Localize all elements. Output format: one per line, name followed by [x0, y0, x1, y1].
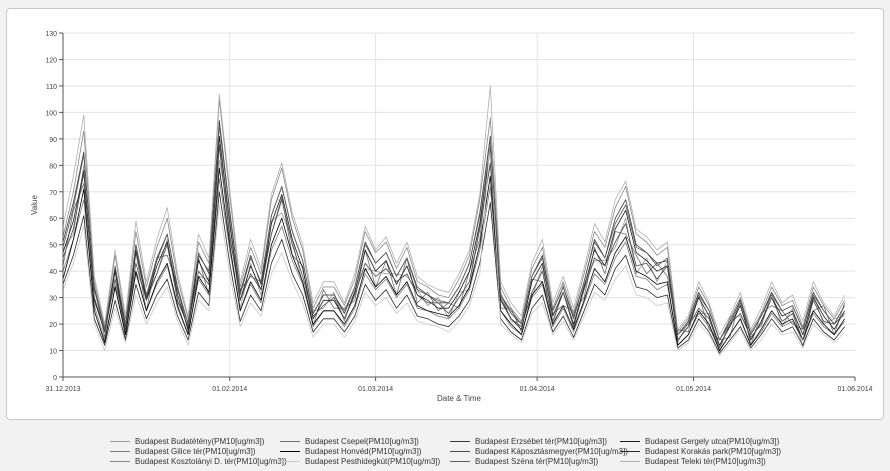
series-line-9	[62, 98, 845, 341]
legend-label: Budapest Kosztolányi D. tér(PM10[ug/m3])	[135, 457, 287, 466]
x-tick-label: 31.12.2013	[45, 386, 80, 393]
legend-swatch	[280, 461, 300, 462]
legend-label: Budapest Pesthidegkút(PM10[ug/m3])	[305, 457, 441, 466]
series-line-12	[62, 85, 845, 336]
y-tick-label: 60	[49, 216, 57, 223]
x-tick-label: 01.03.2014	[358, 386, 393, 393]
y-tick-label: 70	[49, 190, 57, 197]
legend-swatch	[450, 451, 470, 452]
y-tick-label: 120	[45, 57, 57, 64]
legend-label: Budapest Káposztásmegyer(PM10[ug/m3])	[475, 447, 628, 456]
y-tick-label: 10	[49, 349, 57, 356]
legend-item[interactable]: Budapest Kosztolányi D. tér(PM10[ug/m3])	[110, 457, 287, 466]
legend-label: Budapest Budatétény(PM10[ug/m3])	[135, 437, 265, 446]
y-tick-label: 130	[45, 31, 57, 38]
legend-item[interactable]: Budapest Pesthidegkút(PM10[ug/m3])	[280, 457, 440, 466]
legend-label: Budapest Korakás park(PM10[ug/m3])	[645, 447, 782, 456]
legend-swatch	[110, 441, 130, 442]
x-tick-label: 01.04.2014	[520, 386, 555, 393]
series-lines	[62, 85, 845, 357]
y-axis-label: Value	[30, 195, 39, 215]
y-tick-label: 0	[53, 375, 57, 382]
y-tick-label: 100	[45, 110, 57, 117]
legend-label: Budapest Széna tér(PM10[ug/m3])	[475, 457, 599, 466]
legend-item[interactable]: Budapest Káposztásmegyer(PM10[ug/m3])	[450, 447, 628, 456]
legend-swatch	[450, 461, 470, 462]
x-tick-label: 01.02.2014	[212, 386, 247, 393]
legend-item[interactable]: Budapest Erzsébet tér(PM10[ug/m3])	[450, 437, 607, 446]
line-chart: 0 10 20 30 40 50 60 70 80 90 100 110 120 130 31.12.20…	[30, 31, 873, 403]
series-line-8	[62, 191, 845, 354]
y-tick-label: 40	[49, 269, 57, 276]
y-tick-label: 90	[49, 137, 57, 144]
series-line-10	[62, 138, 845, 357]
x-axis-label: Date & Time	[437, 394, 482, 403]
x-tick-label: 01.06.2014	[837, 386, 872, 393]
legend-swatch	[620, 451, 640, 452]
legend-label: Budapest Honvéd(PM10[ug/m3])	[305, 447, 422, 456]
legend-swatch	[450, 441, 470, 442]
legend-swatch	[620, 441, 640, 442]
legend-swatch	[110, 451, 130, 452]
legend-swatch	[110, 461, 130, 462]
chart-panel: 0 10 20 30 40 50 60 70 80 90 100 110 120 130 31.12.20…	[6, 8, 884, 420]
legend-label: Budapest Csepel(PM10[ug/m3])	[305, 437, 419, 446]
x-tick-label: 01.05.2014	[676, 386, 711, 393]
plot-area	[63, 33, 855, 377]
legend-swatch	[280, 451, 300, 452]
series-line-7	[62, 143, 845, 349]
legend-item[interactable]: Budapest Gilice tér(PM10[ug/m3])	[110, 447, 256, 456]
legend-swatch	[280, 441, 300, 442]
y-tick-label: 110	[46, 84, 57, 91]
y-tick-label: 80	[49, 163, 57, 170]
y-tick-label: 50	[49, 243, 57, 250]
series-line-6	[62, 167, 845, 351]
legend-label: Budapest Erzsébet tér(PM10[ug/m3])	[475, 437, 608, 446]
legend-label: Budapest Gergely utca(PM10[ug/m3])	[645, 437, 780, 446]
series-line-4	[62, 135, 845, 346]
legend-label: Budapest Teleki tér(PM10[ug/m3])	[645, 457, 766, 466]
legend-item[interactable]: Budapest Csepel(PM10[ug/m3])	[280, 437, 419, 446]
y-axis-ticks: 0 10 20 30 40 50 60 70 80 90 100 110 120 130	[45, 31, 63, 382]
series-line-11	[62, 125, 845, 341]
y-tick-label: 20	[49, 322, 57, 329]
legend-item[interactable]: Budapest Széna tér(PM10[ug/m3])	[450, 457, 598, 466]
legend-swatch	[620, 461, 640, 462]
legend-item[interactable]: Budapest Korakás park(PM10[ug/m3])	[620, 447, 781, 456]
legend-item[interactable]: Budapest Honvéd(PM10[ug/m3])	[280, 447, 422, 456]
x-axis-ticks: 31.12.2013 01.02.2014 01.03.2014 01.04.2014…	[45, 377, 873, 393]
y-tick-label: 30	[49, 296, 57, 303]
legend-item[interactable]: Budapest Budatétény(PM10[ug/m3])	[110, 437, 264, 446]
legend-item[interactable]: Budapest Teleki tér(PM10[ug/m3])	[620, 457, 766, 466]
legend-item[interactable]: Budapest Gergely utca(PM10[ug/m3])	[620, 437, 779, 446]
legend-label: Budapest Gilice tér(PM10[ug/m3])	[135, 447, 256, 456]
